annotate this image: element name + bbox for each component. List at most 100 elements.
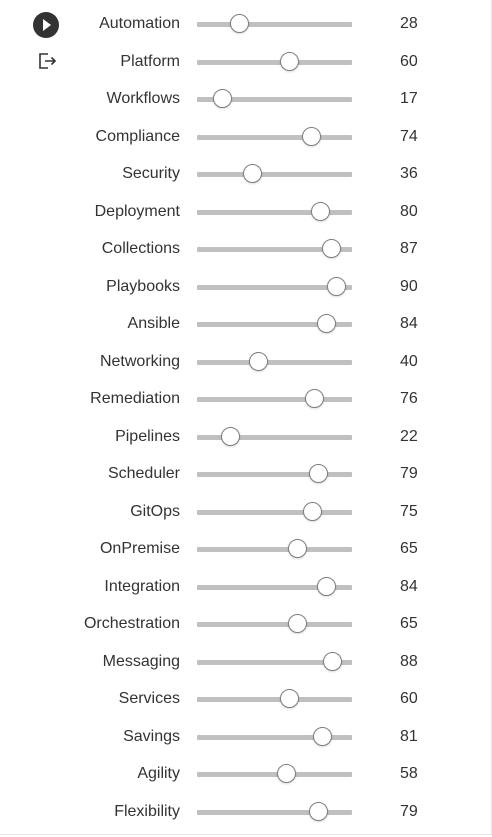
slider-row: Collections 87 [0, 230, 492, 268]
slider-thumb[interactable] [280, 51, 299, 71]
exit-icon[interactable] [38, 52, 58, 70]
slider-label: Integration [104, 577, 180, 595]
slider-value: 88 [400, 652, 418, 670]
slider-value: 65 [400, 615, 418, 632]
slider-track[interactable] [197, 51, 352, 71]
slider-thumb[interactable] [311, 201, 330, 221]
slider-track[interactable] [197, 314, 352, 333]
slider-label: Playbooks [106, 277, 180, 295]
slider-value: 79 [400, 465, 418, 482]
slider-value: 65 [400, 540, 418, 557]
slider-track[interactable] [197, 539, 352, 558]
slider-row: Agility 58 [0, 755, 492, 793]
slider-row: Flexibility 79 [0, 793, 492, 831]
slider-row: Compliance 74 [0, 118, 492, 156]
slider-value: 17 [400, 90, 418, 107]
slider-track[interactable] [197, 276, 352, 296]
slider-label: Deployment [94, 202, 180, 220]
slider-thumb[interactable] [321, 239, 341, 258]
play-icon[interactable] [33, 12, 59, 38]
slider-thumb[interactable] [303, 501, 323, 521]
slider-row: Messaging 88 [0, 643, 492, 681]
slider-thumb[interactable] [317, 576, 337, 596]
slider-value: 60 [400, 690, 418, 707]
slider-label: Compliance [95, 127, 180, 145]
slider-label: Agility [137, 765, 180, 782]
slider-row: Deployment 80 [0, 193, 492, 231]
slider-thumb[interactable] [242, 164, 262, 183]
slider-thumb[interactable] [287, 614, 307, 633]
slider-track[interactable] [197, 14, 352, 33]
slider-value: 79 [400, 802, 418, 820]
slider-label: OnPremise [99, 540, 180, 557]
slider-label: Platform [120, 52, 180, 70]
slider-track[interactable] [197, 464, 352, 483]
slider-row: Automation 28 [0, 5, 492, 43]
slider-thumb[interactable] [249, 351, 268, 371]
slider-row: OnPremise 65 [0, 530, 492, 568]
slider-label: Remediation [90, 390, 180, 407]
slider-track[interactable] [197, 764, 352, 783]
slider-thumb[interactable] [309, 801, 329, 821]
slider-track[interactable] [197, 126, 352, 146]
slider-thumb[interactable] [304, 389, 324, 408]
slider-track[interactable] [197, 726, 352, 746]
slider-track[interactable] [197, 501, 352, 521]
slider-thumb[interactable] [213, 89, 233, 108]
slider-label: Messaging [102, 652, 180, 670]
slider-track[interactable] [197, 689, 352, 708]
slider-row: Orchestration 65 [0, 605, 492, 643]
slider-thumb[interactable] [326, 276, 346, 296]
slider-track[interactable] [197, 614, 352, 633]
slider-thumb[interactable] [276, 764, 296, 783]
slider-row: Playbooks 90 [0, 268, 492, 306]
slider-thumb[interactable] [301, 126, 321, 146]
slider-thumb[interactable] [309, 464, 329, 483]
slider-label: Ansible [127, 315, 180, 332]
slider-value: 40 [400, 352, 418, 370]
slider-thumb[interactable] [230, 14, 250, 33]
slider-thumb[interactable] [280, 689, 299, 708]
slider-track[interactable] [197, 801, 352, 821]
slider-value: 81 [400, 727, 418, 745]
slider-track[interactable] [197, 239, 352, 258]
slider-label: Scheduler [107, 465, 180, 482]
slider-thumb[interactable] [317, 314, 337, 333]
slider-label: Networking [99, 352, 180, 370]
slider-value: 87 [400, 240, 418, 257]
slider-value: 58 [400, 765, 418, 782]
slider-row: Platform 60 [0, 43, 492, 81]
slider-track[interactable] [197, 426, 352, 446]
slider-row: Savings 81 [0, 718, 492, 756]
slider-row: Remediation 76 [0, 380, 492, 418]
slider-row: Ansible 84 [0, 305, 492, 343]
slider-value: 75 [400, 502, 418, 520]
slider-label: Flexibility [114, 802, 180, 820]
slider-thumb[interactable] [323, 651, 343, 671]
slider-track[interactable] [197, 576, 352, 596]
slider-track[interactable] [197, 164, 352, 183]
slider-label: Pipelines [115, 427, 180, 445]
slider-value: 84 [400, 577, 418, 595]
slider-track[interactable] [197, 89, 352, 108]
slider-track[interactable] [197, 351, 352, 371]
slider-row: Workflows 17 [0, 80, 492, 118]
slider-value: 90 [400, 277, 418, 295]
slider-value: 22 [400, 427, 418, 445]
slider-label: Collections [101, 240, 180, 257]
slider-value: 36 [400, 165, 418, 182]
slider-thumb[interactable] [221, 426, 241, 446]
slider-track[interactable] [197, 651, 352, 671]
slider-label: GitOps [130, 502, 180, 520]
slider-value: 80 [400, 202, 418, 220]
slider-row: Scheduler 79 [0, 455, 492, 493]
slider-track[interactable] [197, 389, 352, 408]
slider-row: Integration 84 [0, 568, 492, 606]
slider-thumb[interactable] [287, 539, 307, 558]
slider-row: Security 36 [0, 155, 492, 193]
slider-thumb[interactable] [312, 726, 332, 746]
slider-track[interactable] [197, 201, 352, 221]
slider-value: 76 [400, 390, 418, 407]
slider-value: 74 [400, 127, 418, 145]
